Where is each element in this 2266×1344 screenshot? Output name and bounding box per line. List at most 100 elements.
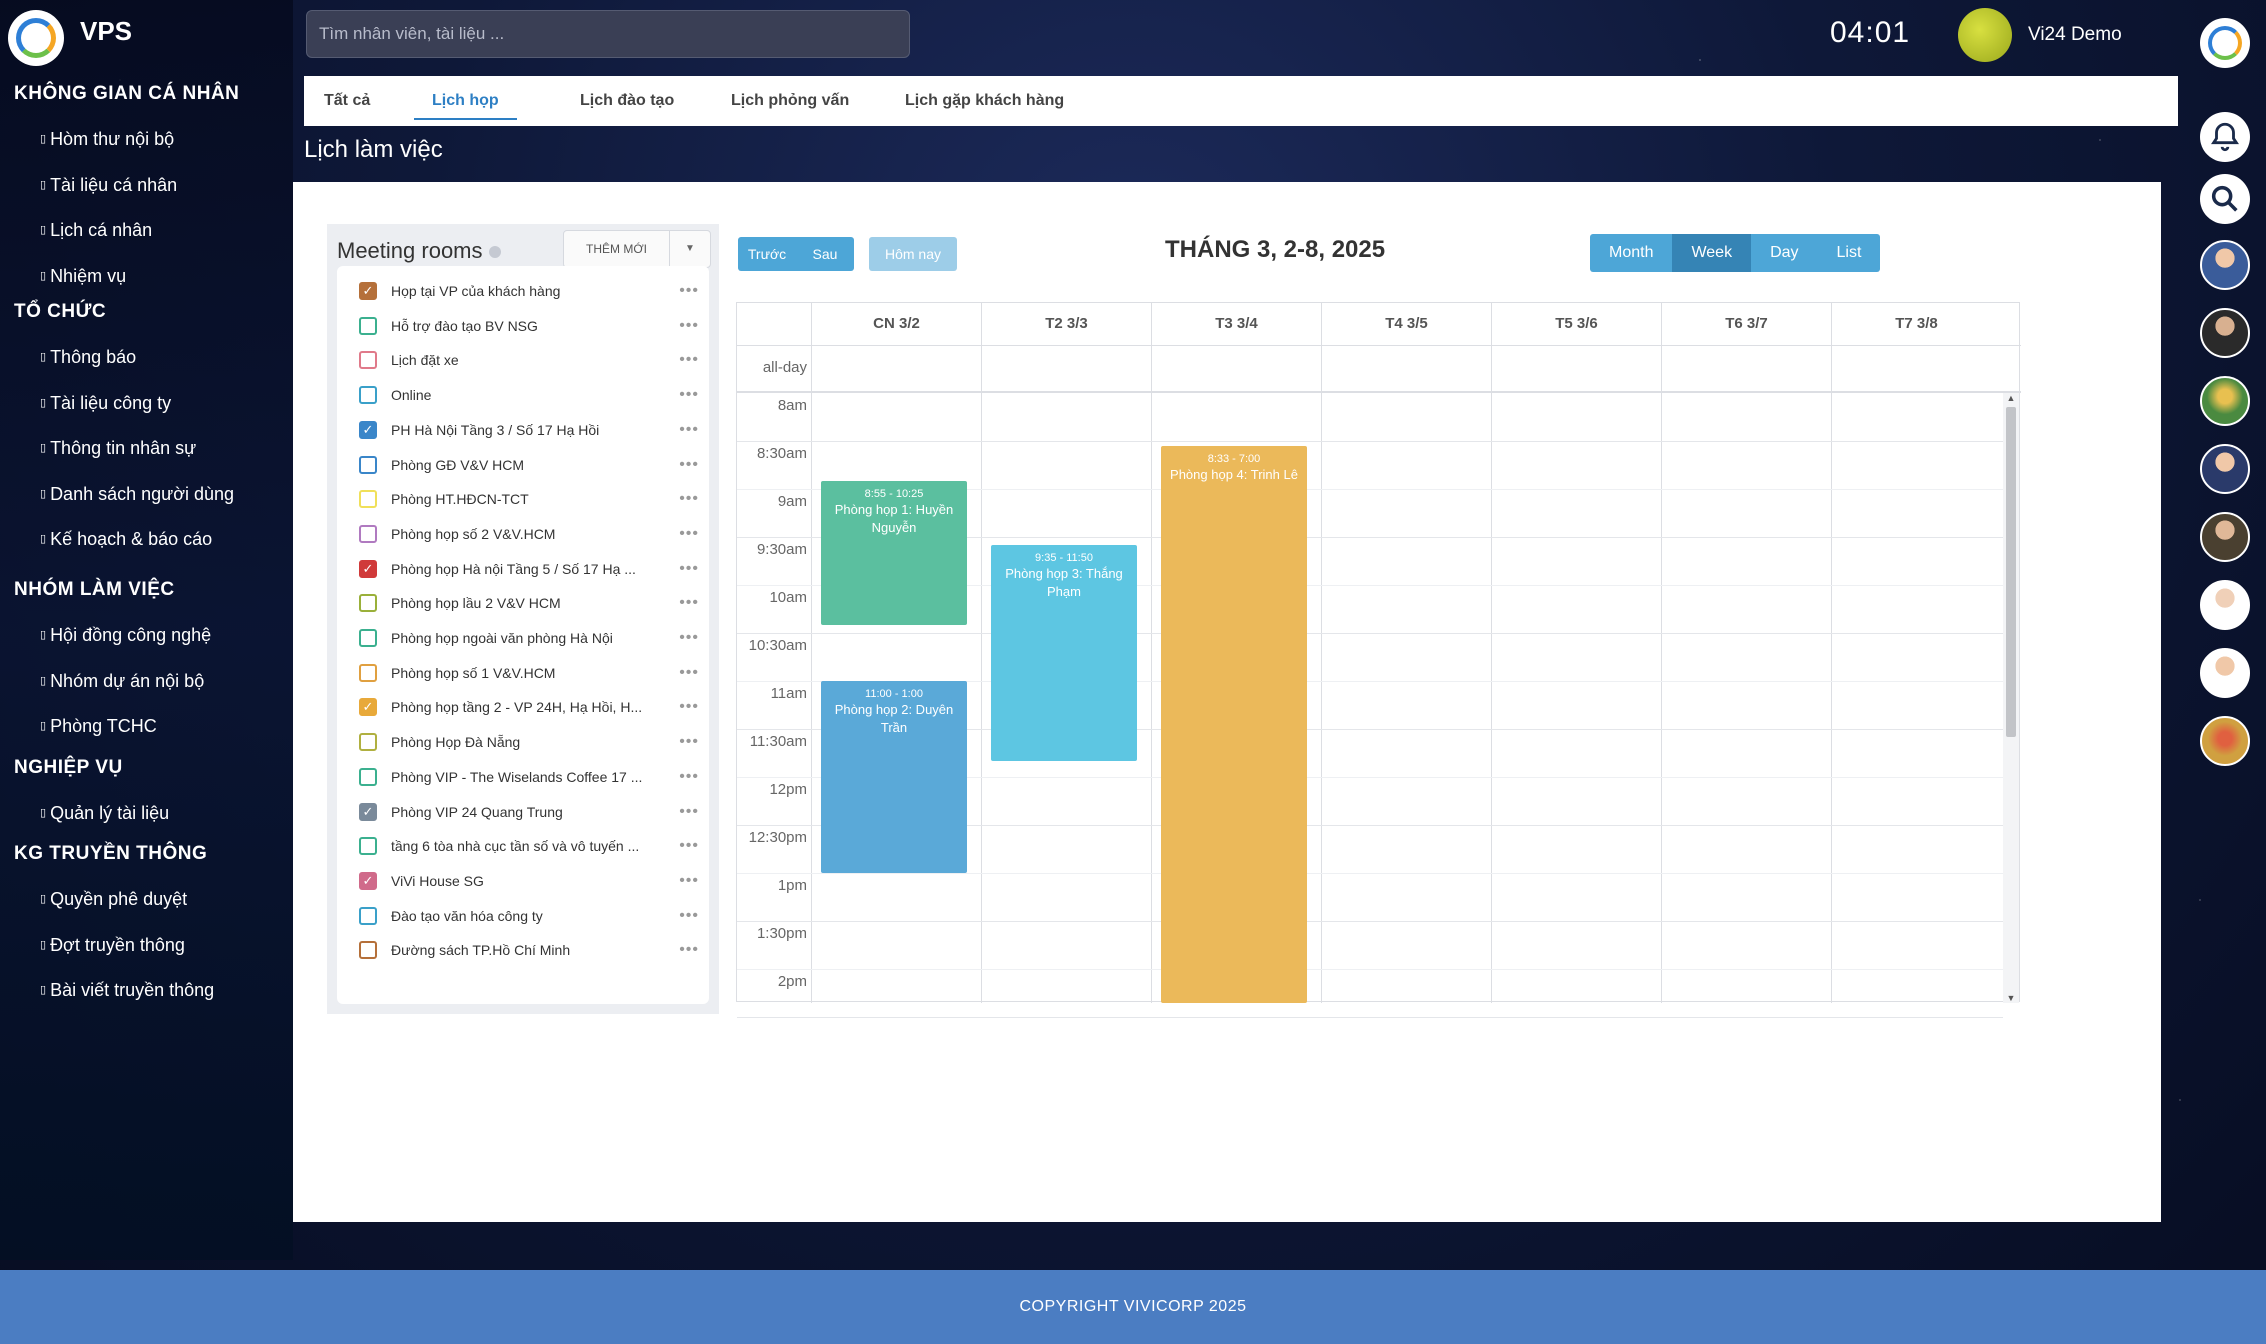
more-icon[interactable]: ••• — [679, 941, 699, 959]
app-logo-small[interactable] — [2200, 18, 2250, 68]
sidebar-item[interactable]: ▯ Quyền phê duyệt — [0, 886, 187, 932]
list-item[interactable]: ✓ Phòng họp tầng 2 - VP 24H, Hạ Hồi, H...… — [359, 690, 699, 724]
sidebar-item[interactable]: ▯ Nhiệm vụ — [0, 263, 126, 309]
more-icon[interactable]: ••• — [679, 594, 699, 612]
sidebar-item[interactable]: ▯ Đợt truyền thông — [0, 932, 185, 978]
avatar[interactable] — [2200, 308, 2250, 358]
tab-customer[interactable]: Lịch gặp khách hàng — [905, 92, 1065, 109]
more-icon[interactable]: ••• — [679, 316, 699, 334]
list-item[interactable]: tầng 6 tòa nhà cục tần số và vô tuyến ..… — [359, 829, 699, 863]
room-checkbox[interactable] — [359, 524, 377, 543]
more-icon[interactable]: ••• — [679, 733, 699, 751]
more-icon[interactable]: ••• — [679, 420, 699, 438]
list-item[interactable]: Phòng VIP - The Wiselands Coffee 17 ... •… — [359, 760, 699, 794]
day-header[interactable]: T6 3/7 — [1661, 303, 1831, 345]
more-icon[interactable]: ••• — [679, 698, 699, 716]
view-day-button[interactable]: Day — [1751, 234, 1818, 272]
more-icon[interactable]: ••• — [679, 386, 699, 404]
sidebar-item[interactable]: ▯ Hội đồng công nghệ — [0, 622, 211, 668]
avatar[interactable] — [2200, 716, 2250, 766]
day-header[interactable]: T2 3/3 — [981, 303, 1151, 345]
sidebar-item[interactable]: ▯ Bài viết truyền thông — [0, 977, 214, 1023]
sidebar-item[interactable]: ▯ Hòm thư nội bộ — [0, 126, 174, 172]
list-item[interactable]: Hỗ trợ đào tạo BV NSG ••• — [359, 309, 699, 343]
room-checkbox[interactable] — [359, 455, 377, 474]
list-item[interactable]: Phòng GĐ V&V HCM ••• — [359, 448, 699, 482]
view-week-button[interactable]: Week — [1672, 234, 1752, 272]
sidebar-item[interactable]: ▯ Nhóm dự án nội bộ — [0, 668, 204, 714]
sidebar-item[interactable]: ▯ Tài liệu cá nhân — [0, 172, 177, 218]
view-month-button[interactable]: Month — [1590, 234, 1673, 272]
search-input[interactable]: Tìm nhân viên, tài liệu ... — [306, 10, 910, 58]
more-icon[interactable]: ••• — [679, 802, 699, 820]
list-item[interactable]: ✓ Phòng họp Hà nội Tầng 5 / Số 17 Hạ ... •… — [359, 552, 699, 586]
sidebar-item[interactable]: ▯ Thông báo — [0, 344, 136, 390]
more-icon[interactable]: ••• — [679, 629, 699, 646]
list-item[interactable]: Đào tạo văn hóa công ty ••• — [359, 899, 699, 933]
list-item[interactable]: Phòng họp số 2 V&V.HCM ••• — [359, 517, 699, 551]
sidebar-item[interactable]: ▯ Quản lý tài liệu — [0, 800, 169, 846]
room-checkbox[interactable] — [359, 941, 377, 960]
more-icon[interactable]: ••• — [679, 559, 699, 577]
room-checkbox[interactable] — [359, 351, 377, 370]
room-checkbox[interactable] — [359, 386, 377, 405]
sidebar-item[interactable]: ▯ Tài liệu công ty — [0, 390, 171, 436]
calendar-event[interactable]: 11:00 - 1:00 Phòng họp 2: Duyên Trần — [821, 681, 967, 873]
list-item[interactable]: Đường sách TP.Hồ Chí Minh ••• — [359, 933, 699, 967]
more-icon[interactable]: ••• — [679, 524, 699, 542]
room-checkbox[interactable]: ✓ — [359, 802, 377, 821]
calendar-event[interactable]: 9:35 - 11:50 Phòng họp 3: Thắng Phạm — [991, 544, 1137, 761]
allday-row[interactable] — [737, 345, 2021, 393]
avatar[interactable] — [2200, 240, 2250, 290]
room-checkbox[interactable]: ✓ — [359, 871, 377, 890]
brand[interactable]: VPS — [8, 10, 132, 66]
room-checkbox[interactable] — [359, 837, 377, 856]
room-checkbox[interactable] — [359, 490, 377, 509]
next-button[interactable]: Sau — [796, 237, 854, 271]
more-icon[interactable]: ••• — [679, 906, 699, 924]
list-item[interactable]: Phòng HT.HĐCN-TCT ••• — [359, 482, 699, 516]
room-checkbox[interactable]: ✓ — [359, 698, 377, 717]
more-icon[interactable]: ••• — [679, 455, 699, 473]
avatar[interactable] — [2200, 648, 2250, 698]
avatar[interactable] — [2200, 444, 2250, 494]
tab-meetings[interactable]: Lịch họp — [414, 92, 517, 120]
sidebar-item[interactable]: ▯ Thông tin nhân sự — [0, 435, 196, 481]
list-item[interactable]: Lịch đặt xe ••• — [359, 343, 699, 377]
room-checkbox[interactable] — [359, 906, 377, 925]
avatar[interactable] — [2200, 580, 2250, 630]
tab-interview[interactable]: Lịch phỏng vấn — [731, 92, 850, 109]
prev-button[interactable]: Trước — [738, 237, 796, 271]
today-button[interactable]: Hôm nay — [869, 237, 957, 271]
search-icon[interactable] — [2200, 174, 2250, 224]
sidebar-item[interactable]: ▯ Danh sách người dùng — [0, 481, 234, 527]
list-item[interactable]: ✓ ViVi House SG ••• — [359, 864, 699, 898]
info-icon[interactable] — [488, 246, 501, 259]
list-item[interactable]: ✓ PH Hà Nội Tầng 3 / Số 17 Hạ Hồi ••• — [359, 413, 699, 447]
chevron-down-icon[interactable]: ▼ — [685, 243, 695, 254]
list-item[interactable]: ✓ Họp tại VP của khách hàng ••• — [359, 274, 699, 308]
room-checkbox[interactable]: ✓ — [359, 420, 377, 439]
room-checkbox[interactable]: ✓ — [359, 282, 377, 300]
bell-icon[interactable] — [2200, 112, 2250, 162]
view-list-button[interactable]: List — [1817, 234, 1881, 272]
tab-training[interactable]: Lịch đào tạo — [580, 92, 675, 109]
list-item[interactable]: ✓ Phòng VIP 24 Quang Trung ••• — [359, 795, 699, 829]
more-icon[interactable]: ••• — [679, 351, 699, 369]
scroll-down-icon[interactable]: ▼ — [2006, 993, 2016, 1003]
add-room-button[interactable]: THÊM MỚI ▼ — [563, 230, 711, 268]
more-icon[interactable]: ••• — [679, 871, 699, 889]
list-item[interactable]: Online ••• — [359, 378, 699, 412]
day-header[interactable]: T7 3/8 — [1831, 303, 2001, 345]
user-menu[interactable]: Vi24 Demo — [1958, 8, 2122, 62]
tab-all[interactable]: Tất cả — [324, 92, 371, 109]
more-icon[interactable]: ••• — [679, 767, 699, 785]
room-checkbox[interactable]: ✓ — [359, 559, 377, 578]
calendar-event[interactable]: 8:33 - 7:00 Phòng họp 4: Trinh Lê — [1161, 445, 1307, 1003]
list-item[interactable]: Phòng họp số 1 V&V.HCM ••• — [359, 656, 699, 690]
scroll-thumb[interactable] — [2006, 407, 2016, 737]
more-icon[interactable]: ••• — [679, 282, 699, 299]
room-checkbox[interactable] — [359, 629, 377, 647]
list-item[interactable]: Phòng Họp Đà Nẵng ••• — [359, 725, 699, 759]
room-checkbox[interactable] — [359, 733, 377, 752]
